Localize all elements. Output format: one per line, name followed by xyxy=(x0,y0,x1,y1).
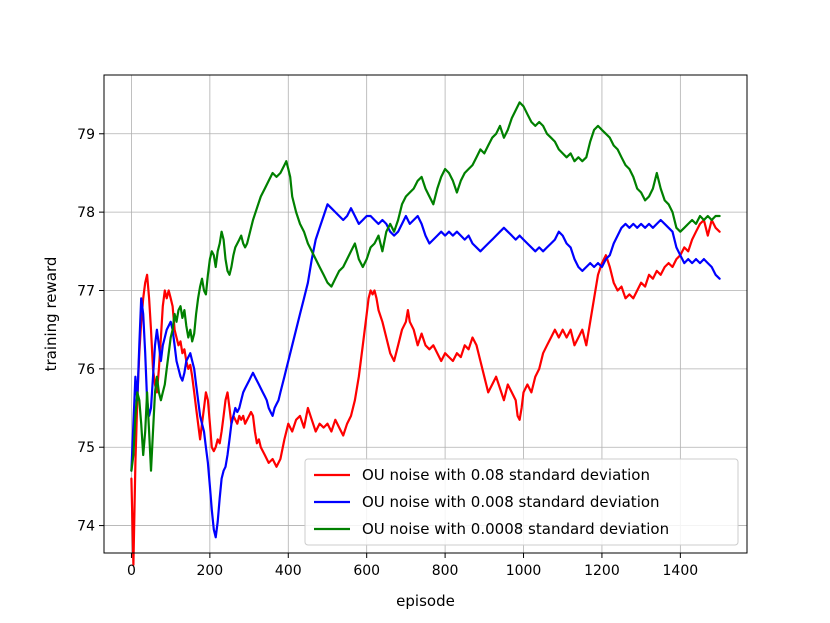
y-axis-label: training reward xyxy=(42,257,60,372)
x-tick-label: 1200 xyxy=(584,563,620,579)
plot-frame xyxy=(103,74,748,554)
ticks: 0 200 400 600 800 1000 1200 1400 74 75 76 77 78 79 xyxy=(77,127,698,579)
x-tick-label: 1400 xyxy=(663,563,699,579)
legend-entry: OU noise with 0.008 standard deviation xyxy=(362,493,660,511)
y-tick-label: 77 xyxy=(77,283,95,299)
x-axis-label: episode xyxy=(396,592,455,610)
x-tick-label: 200 xyxy=(196,563,223,579)
x-tick-label: 800 xyxy=(432,563,459,579)
legend-entry: OU noise with 0.08 standard deviation xyxy=(362,466,650,484)
series-line-3 xyxy=(130,101,721,472)
y-tick-label: 75 xyxy=(77,440,95,456)
x-tick-label: 400 xyxy=(275,563,302,579)
series-line-2 xyxy=(130,203,721,539)
legend-box xyxy=(304,458,739,546)
y-tick-label: 74 xyxy=(77,519,95,535)
x-tick-label: 0 xyxy=(127,563,136,579)
y-tick-label: 76 xyxy=(77,362,95,378)
y-tick-label: 79 xyxy=(77,127,95,143)
legend-entry: OU noise with 0.0008 standard deviation xyxy=(362,520,669,538)
series-layer xyxy=(130,101,721,566)
legend: OU noise with 0.08 standard deviation OU … xyxy=(304,458,739,546)
x-tick-label: 1000 xyxy=(506,563,542,579)
x-tick-label: 600 xyxy=(353,563,380,579)
series-line-1 xyxy=(130,218,721,566)
grid xyxy=(104,75,747,553)
y-tick-label: 78 xyxy=(77,205,95,221)
